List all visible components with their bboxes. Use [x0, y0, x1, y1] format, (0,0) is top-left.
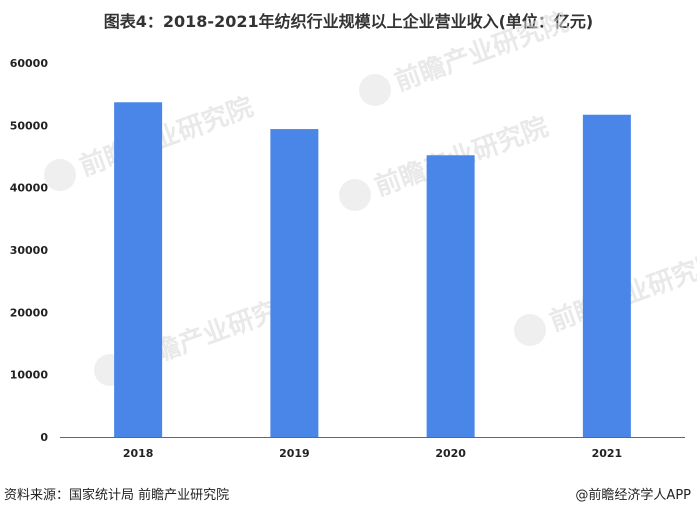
y-tick-label: 60000 — [10, 57, 49, 70]
watermark-text: 前瞻产业研究院 — [76, 91, 258, 182]
y-tick-label: 40000 — [10, 182, 49, 195]
y-axis-ticks: 0 10000 20000 30000 40000 50000 60000 — [10, 57, 49, 444]
x-tick-label: 2019 — [279, 447, 310, 460]
y-tick-label: 10000 — [10, 369, 49, 382]
brand-credit: @前瞻经济学人APP — [575, 488, 691, 503]
x-tick-label: 2018 — [123, 447, 154, 460]
watermark-logo-icon — [44, 159, 76, 191]
x-tick-label: 2021 — [592, 447, 623, 460]
bar-2019 — [270, 129, 319, 437]
watermark-text: 前瞻产业研究院 — [391, 6, 573, 97]
watermark-logo-icon — [339, 179, 371, 211]
y-tick-label: 20000 — [10, 306, 49, 319]
watermark-logo-icon — [359, 74, 391, 106]
watermark-logo-icon — [514, 314, 546, 346]
x-axis-ticks: 2018 2019 2020 2021 — [123, 447, 622, 460]
x-tick-label: 2020 — [435, 447, 466, 460]
y-tick-label: 0 — [40, 431, 48, 444]
chart-title: 图表4：2018-2021年纺织行业规模以上企业营业收入(单位：亿元) — [103, 12, 594, 31]
bar-2018 — [114, 102, 163, 438]
bar-2020 — [426, 155, 475, 437]
source-note: 资料来源：国家统计局 前瞻产业研究院 — [4, 488, 230, 503]
y-tick-label: 30000 — [10, 244, 49, 257]
bars — [114, 102, 631, 438]
y-tick-label: 50000 — [10, 119, 49, 132]
bar-2021 — [582, 114, 631, 437]
